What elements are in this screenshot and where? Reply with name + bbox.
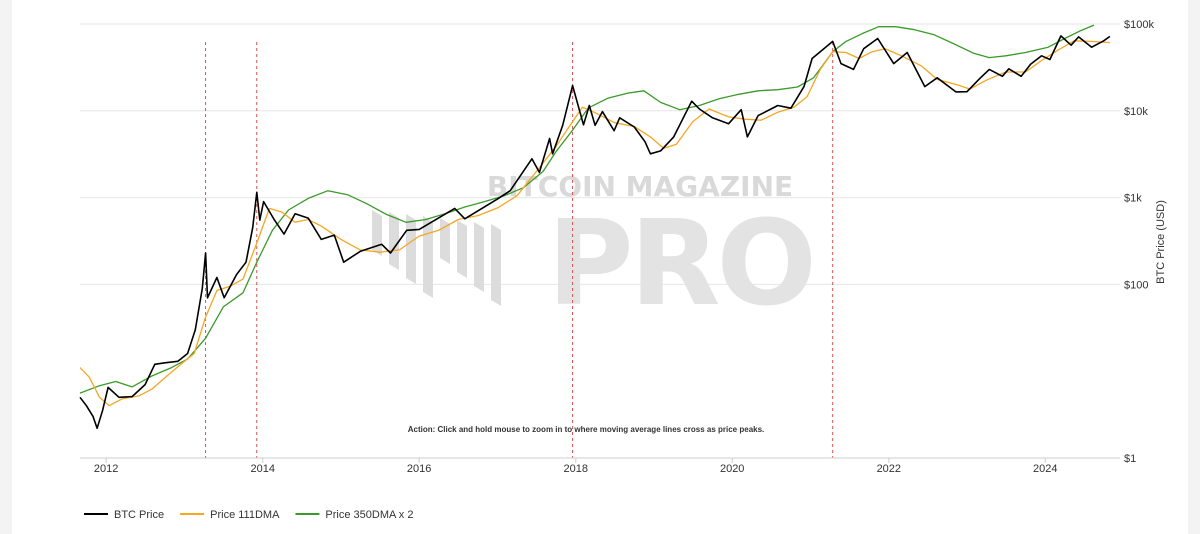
x-tick-label: 2014 (251, 463, 275, 475)
x-tick-label: 2016 (407, 463, 431, 475)
watermark: BITCOIN MAGAZINE PRO (372, 170, 817, 332)
y-axis-ticks: $1 $100 $1k $10k $100k (1124, 19, 1154, 465)
legend[interactable]: BTC Price Price 111DMA Price 350DMA x 2 (84, 509, 413, 521)
legend-label: Price 111DMA (210, 509, 280, 521)
watermark-pro-text: PRO (547, 194, 813, 332)
watermark-bar (406, 214, 416, 284)
y-axis-title: BTC Price (USD) (1155, 200, 1167, 284)
x-tick-label: 2024 (1033, 463, 1057, 475)
y-tick-label: $10k (1124, 106, 1148, 118)
legend-label: BTC Price (114, 509, 164, 521)
series-lines[interactable] (79, 24, 1111, 430)
watermark-bar (474, 222, 484, 292)
watermark-bar (372, 210, 382, 256)
btc-price-chart[interactable]: BITCOIN MAGAZINE PRO Action: Click and h… (12, 0, 1188, 534)
gridlines (80, 23, 1120, 285)
y-tick-label: $1k (1124, 193, 1142, 205)
legend-label: Price 350DMA x 2 (325, 509, 413, 521)
y-tick-label: $100k (1124, 19, 1154, 31)
watermark-logo-icon (372, 210, 501, 306)
series-line-price-111dma[interactable] (79, 40, 1110, 407)
x-axis-ticks: 2012 2014 2016 2018 2020 2022 2024 (94, 458, 1057, 475)
watermark-bar (457, 220, 467, 278)
watermark-bar (389, 212, 399, 270)
series-line-btc-price[interactable] (79, 35, 1111, 430)
watermark-bar (423, 216, 433, 298)
legend-item-price-111dma[interactable]: Price 111DMA (180, 509, 280, 521)
watermark-bar (440, 218, 450, 264)
watermark-bar (491, 224, 501, 306)
y-tick-label: $1 (1124, 453, 1136, 465)
chart-card: BITCOIN MAGAZINE PRO Action: Click and h… (12, 0, 1188, 534)
chart-annotation: Action: Click and hold mouse to zoom in … (408, 425, 765, 434)
x-tick-label: 2022 (877, 463, 901, 475)
legend-item-btc-price[interactable]: BTC Price (84, 509, 164, 521)
y-tick-label: $100 (1124, 279, 1148, 291)
x-tick-label: 2012 (94, 463, 118, 475)
x-tick-label: 2020 (720, 463, 744, 475)
x-tick-label: 2018 (564, 463, 588, 475)
legend-item-price-350dma-x-2[interactable]: Price 350DMA x 2 (295, 509, 413, 521)
